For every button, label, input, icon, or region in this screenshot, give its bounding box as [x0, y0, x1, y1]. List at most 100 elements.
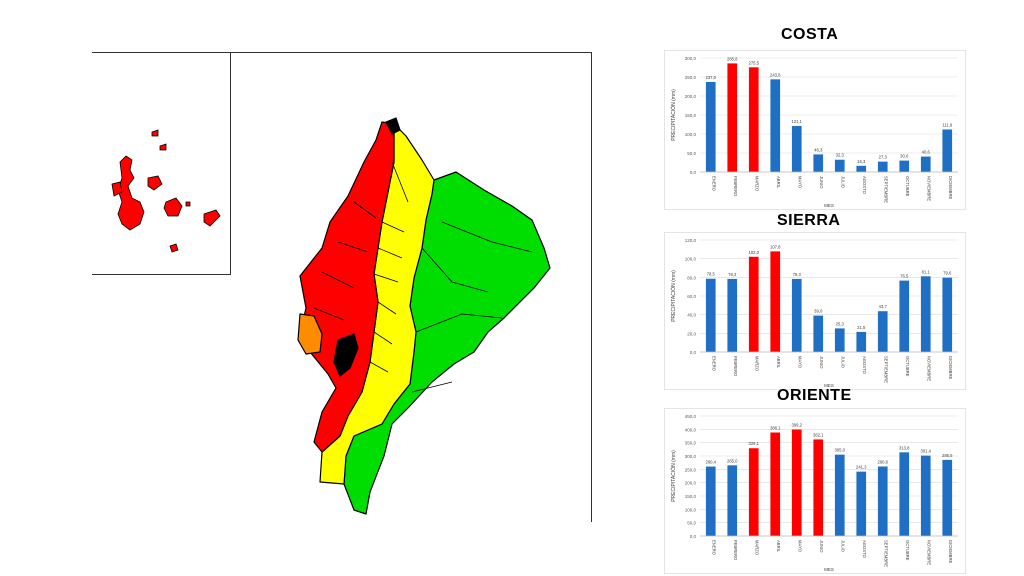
x-tick-label: JUNIO	[819, 356, 824, 369]
y-tick-label: 350,0	[685, 441, 697, 446]
bar-mayo	[791, 125, 802, 172]
bar-mayo	[791, 278, 802, 352]
y-tick-label: 0,0	[690, 350, 697, 355]
x-tick-label: DICIEMBRE	[948, 540, 953, 563]
y-tick-label: 200,0	[685, 481, 697, 486]
bar-value-label: 275,5	[749, 60, 760, 65]
bar-value-label: 107,8	[770, 244, 781, 249]
x-tick-label: JULIO	[840, 540, 845, 553]
bar-value-label: 32,3	[836, 153, 845, 158]
x-tick-label: ENERO	[711, 356, 716, 372]
bar-value-label: 30,0	[900, 154, 909, 159]
y-tick-label: 60,0	[687, 294, 696, 299]
bar-value-label: 260,4	[706, 460, 717, 465]
bar-value-label: 39,0	[814, 309, 823, 314]
x-tick-label: ABRIL	[776, 176, 781, 189]
bar-value-label: 111,9	[942, 122, 953, 127]
bar-value-label: 313,8	[899, 445, 910, 450]
bar-diciembre	[942, 459, 953, 536]
bar-value-label: 78,5	[707, 272, 716, 277]
bar-marzo	[748, 67, 759, 172]
x-tick-label: SEPTIEMBRE	[883, 540, 888, 567]
bar-value-label: 102,0	[749, 250, 760, 255]
x-tick-label: OCTUBRE	[905, 356, 910, 377]
y-axis-label: PRECIPITACIÓN (mm)	[670, 270, 677, 322]
x-tick-label: DICIEMBRE	[948, 356, 953, 379]
y-tick-label: 300,0	[685, 56, 697, 61]
bar-abril	[770, 432, 781, 536]
y-tick-label: 100,0	[685, 257, 697, 262]
x-tick-label: JUNIO	[819, 540, 824, 553]
x-tick-label: NOVIEMBRE	[926, 176, 931, 201]
sierra-precipitation-chart: 0,0 20,0 40,0 60,0 80,0 100,0 120,0 PRECIPITACI…	[664, 232, 966, 390]
y-tick-label: 80,0	[687, 275, 696, 280]
bar-value-label: 43,7	[879, 304, 888, 309]
bar-octubre	[899, 160, 910, 172]
y-tick-label: 250,0	[685, 75, 697, 80]
bar-junio	[813, 154, 824, 172]
bar-diciembre	[942, 277, 953, 352]
y-tick-label: 40,0	[687, 313, 696, 318]
bar-abril	[770, 79, 781, 172]
bar-value-label: 329,1	[749, 441, 760, 446]
oriente-title: ORIENTE	[777, 387, 852, 404]
x-tick-label: OCTUBRE	[905, 540, 910, 561]
y-tick-label: 200,0	[685, 94, 697, 99]
sierra-title: SIERRA	[777, 212, 841, 229]
x-tick-label: JUNIO	[819, 176, 824, 189]
y-tick-label: 250,0	[685, 467, 697, 472]
x-tick-label: ENERO	[711, 540, 716, 556]
bar-value-label: 79,6	[943, 271, 952, 276]
y-tick-label: 50,0	[687, 521, 696, 526]
bar-value-label: 305,0	[835, 448, 846, 453]
bar-value-label: 40,6	[922, 150, 931, 155]
y-tick-label: 0,0	[690, 170, 697, 175]
bar-value-label: 78,3	[793, 272, 802, 277]
x-tick-label: FEBRERO	[733, 356, 738, 377]
x-tick-label: ABRIL	[776, 356, 781, 369]
bar-value-label: 121,1	[792, 119, 803, 124]
x-tick-label: FEBRERO	[733, 540, 738, 561]
bar-noviembre	[920, 455, 931, 536]
bar-marzo	[748, 448, 759, 536]
x-tick-label: AGOSTO	[862, 540, 867, 559]
bar-value-label: 25,3	[836, 321, 845, 326]
bar-value-label: 16,3	[857, 159, 866, 164]
x-tick-label: DICIEMBRE	[948, 176, 953, 199]
x-tick-label: SEPTIEMBRE	[883, 356, 888, 383]
bar-noviembre	[920, 276, 931, 352]
x-tick-label: ENERO	[711, 176, 716, 192]
x-tick-label: AGOSTO	[862, 176, 867, 195]
x-tick-label: SEPTIEMBRE	[883, 176, 888, 203]
x-tick-label: AGOSTO	[862, 356, 867, 375]
y-axis-label: PRECIPITACIÓN (mm)	[670, 450, 677, 502]
bar-octubre	[899, 280, 910, 352]
bar-noviembre	[920, 156, 931, 172]
bar-value-label: 27,3	[879, 155, 888, 160]
y-tick-label: 150,0	[685, 113, 697, 118]
x-tick-label: ABRIL	[776, 540, 781, 553]
region-gulf-black	[333, 333, 359, 377]
bar-enero	[705, 81, 716, 172]
bar-value-label: 285,5	[942, 453, 953, 458]
x-tick-label: JULIO	[840, 356, 845, 369]
bar-septiembre	[877, 161, 888, 172]
bar-value-label: 260,6	[878, 460, 889, 465]
bar-octubre	[899, 452, 910, 536]
galapagos-inset	[92, 52, 231, 275]
map-frame-right	[591, 52, 592, 522]
bar-septiembre	[877, 466, 888, 536]
bar-julio	[834, 159, 845, 172]
y-tick-label: 0,0	[690, 534, 697, 539]
bar-marzo	[748, 256, 759, 352]
galapagos-island-small	[185, 201, 191, 207]
bar-value-label: 81,1	[922, 269, 931, 274]
bar-julio	[834, 454, 845, 536]
x-tick-label: MAYO	[797, 540, 802, 553]
costa-precipitation-chart: 0,0 50,0 100,0 150,0 200,0 250,0 300,0 PRECIPIT…	[664, 50, 966, 210]
x-tick-label: MAYO	[797, 356, 802, 369]
mainland-map	[297, 117, 551, 515]
x-axis-label: MES	[824, 567, 834, 572]
bar-value-label: 285,8	[727, 56, 738, 61]
costa-title: COSTA	[781, 26, 839, 43]
